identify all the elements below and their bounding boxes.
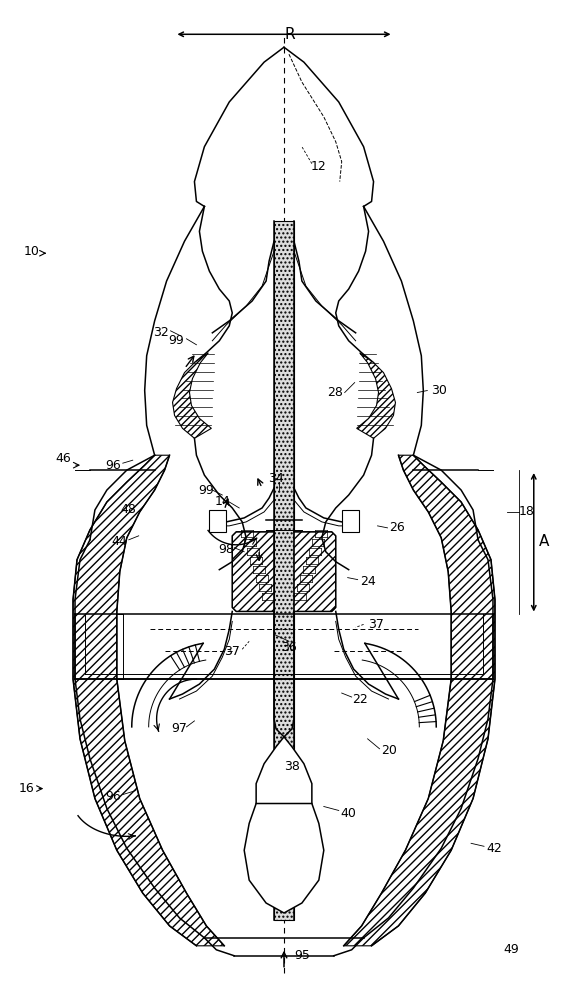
- Text: 12: 12: [311, 160, 327, 173]
- Text: 40: 40: [341, 807, 357, 820]
- Text: 44: 44: [111, 535, 127, 548]
- Text: 30: 30: [431, 384, 447, 397]
- Text: 98: 98: [218, 543, 234, 556]
- Polygon shape: [294, 532, 336, 611]
- Polygon shape: [357, 353, 395, 438]
- Text: 24: 24: [360, 575, 375, 588]
- Polygon shape: [256, 737, 312, 838]
- Text: 22: 22: [352, 693, 367, 706]
- Polygon shape: [210, 510, 226, 532]
- Polygon shape: [244, 804, 324, 913]
- Polygon shape: [344, 455, 495, 946]
- Polygon shape: [274, 221, 294, 920]
- Text: 95: 95: [294, 949, 310, 962]
- Text: 26: 26: [390, 521, 406, 534]
- Polygon shape: [342, 510, 358, 532]
- Text: 99: 99: [198, 484, 214, 497]
- Polygon shape: [73, 455, 224, 946]
- Text: 20: 20: [382, 744, 398, 757]
- Text: 38: 38: [284, 760, 300, 773]
- Text: 99: 99: [169, 334, 185, 347]
- Text: 18: 18: [519, 505, 534, 518]
- Text: 49: 49: [503, 943, 519, 956]
- Text: A: A: [538, 534, 549, 549]
- Text: 48: 48: [121, 503, 137, 516]
- Text: 34: 34: [268, 472, 284, 485]
- Text: 42: 42: [486, 842, 502, 855]
- Text: 37: 37: [367, 618, 383, 631]
- Text: 28: 28: [327, 386, 343, 399]
- Text: R: R: [285, 27, 295, 42]
- Text: 16: 16: [18, 782, 34, 795]
- Polygon shape: [232, 532, 274, 611]
- Text: 14: 14: [215, 495, 230, 508]
- Text: 96: 96: [105, 459, 121, 472]
- Text: 37: 37: [224, 645, 240, 658]
- Text: 36: 36: [281, 641, 297, 654]
- Text: 10: 10: [23, 245, 39, 258]
- Text: 96: 96: [105, 790, 121, 803]
- Text: 46: 46: [55, 452, 71, 465]
- Text: 97: 97: [172, 722, 187, 735]
- Polygon shape: [173, 353, 211, 438]
- Text: 32: 32: [153, 326, 169, 339]
